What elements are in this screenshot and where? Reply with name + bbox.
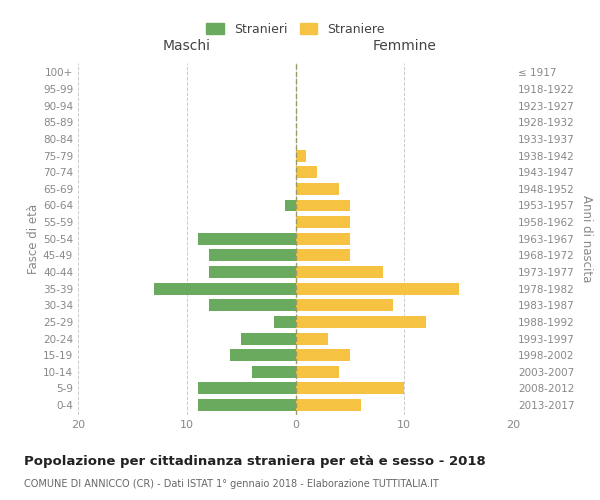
Bar [252,366,296,378]
Bar [296,200,350,211]
Bar [296,349,350,361]
Bar [274,316,296,328]
Bar [296,150,307,162]
Bar [296,316,426,328]
Bar [296,166,317,178]
Bar [296,233,350,244]
Text: Popolazione per cittadinanza straniera per età e sesso - 2018: Popolazione per cittadinanza straniera p… [24,455,486,468]
Bar [296,399,361,411]
Bar [296,250,350,262]
Text: Femmine: Femmine [373,40,436,54]
Y-axis label: Anni di nascita: Anni di nascita [580,195,593,282]
Legend: Stranieri, Straniere: Stranieri, Straniere [203,20,389,40]
Bar [241,332,296,344]
Bar [296,382,404,394]
Bar [296,300,394,311]
Bar [296,216,350,228]
Bar [197,233,296,244]
Bar [284,200,296,211]
Bar [296,183,339,195]
Bar [296,332,328,344]
Bar [154,282,296,294]
Bar [296,266,383,278]
Bar [197,382,296,394]
Bar [209,300,296,311]
Bar [296,366,339,378]
Bar [296,282,458,294]
Text: COMUNE DI ANNICCO (CR) - Dati ISTAT 1° gennaio 2018 - Elaborazione TUTTITALIA.IT: COMUNE DI ANNICCO (CR) - Dati ISTAT 1° g… [24,479,439,489]
Bar [230,349,296,361]
Bar [209,250,296,262]
Bar [197,399,296,411]
Bar [209,266,296,278]
Text: Maschi: Maschi [163,40,211,54]
Y-axis label: Fasce di età: Fasce di età [27,204,40,274]
